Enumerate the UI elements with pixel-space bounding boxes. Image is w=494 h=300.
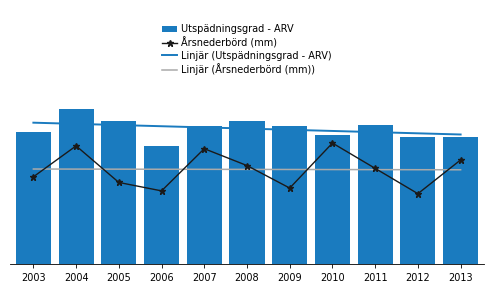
Bar (16, 132, 51, 264)
Bar (272, 126, 307, 264)
Bar (59, 109, 94, 264)
Bar (144, 146, 179, 264)
Bar (230, 121, 264, 264)
Legend: Utspädningsgrad - ARV, Årsnederbörd (mm), Linjär (Utspädningsgrad - ARV), Linjär: Utspädningsgrad - ARV, Årsnederbörd (mm)… (159, 20, 335, 79)
Bar (101, 121, 136, 264)
Bar (315, 135, 350, 264)
Bar (400, 137, 435, 264)
Bar (358, 124, 393, 264)
Bar (187, 126, 222, 264)
Bar (443, 137, 478, 264)
